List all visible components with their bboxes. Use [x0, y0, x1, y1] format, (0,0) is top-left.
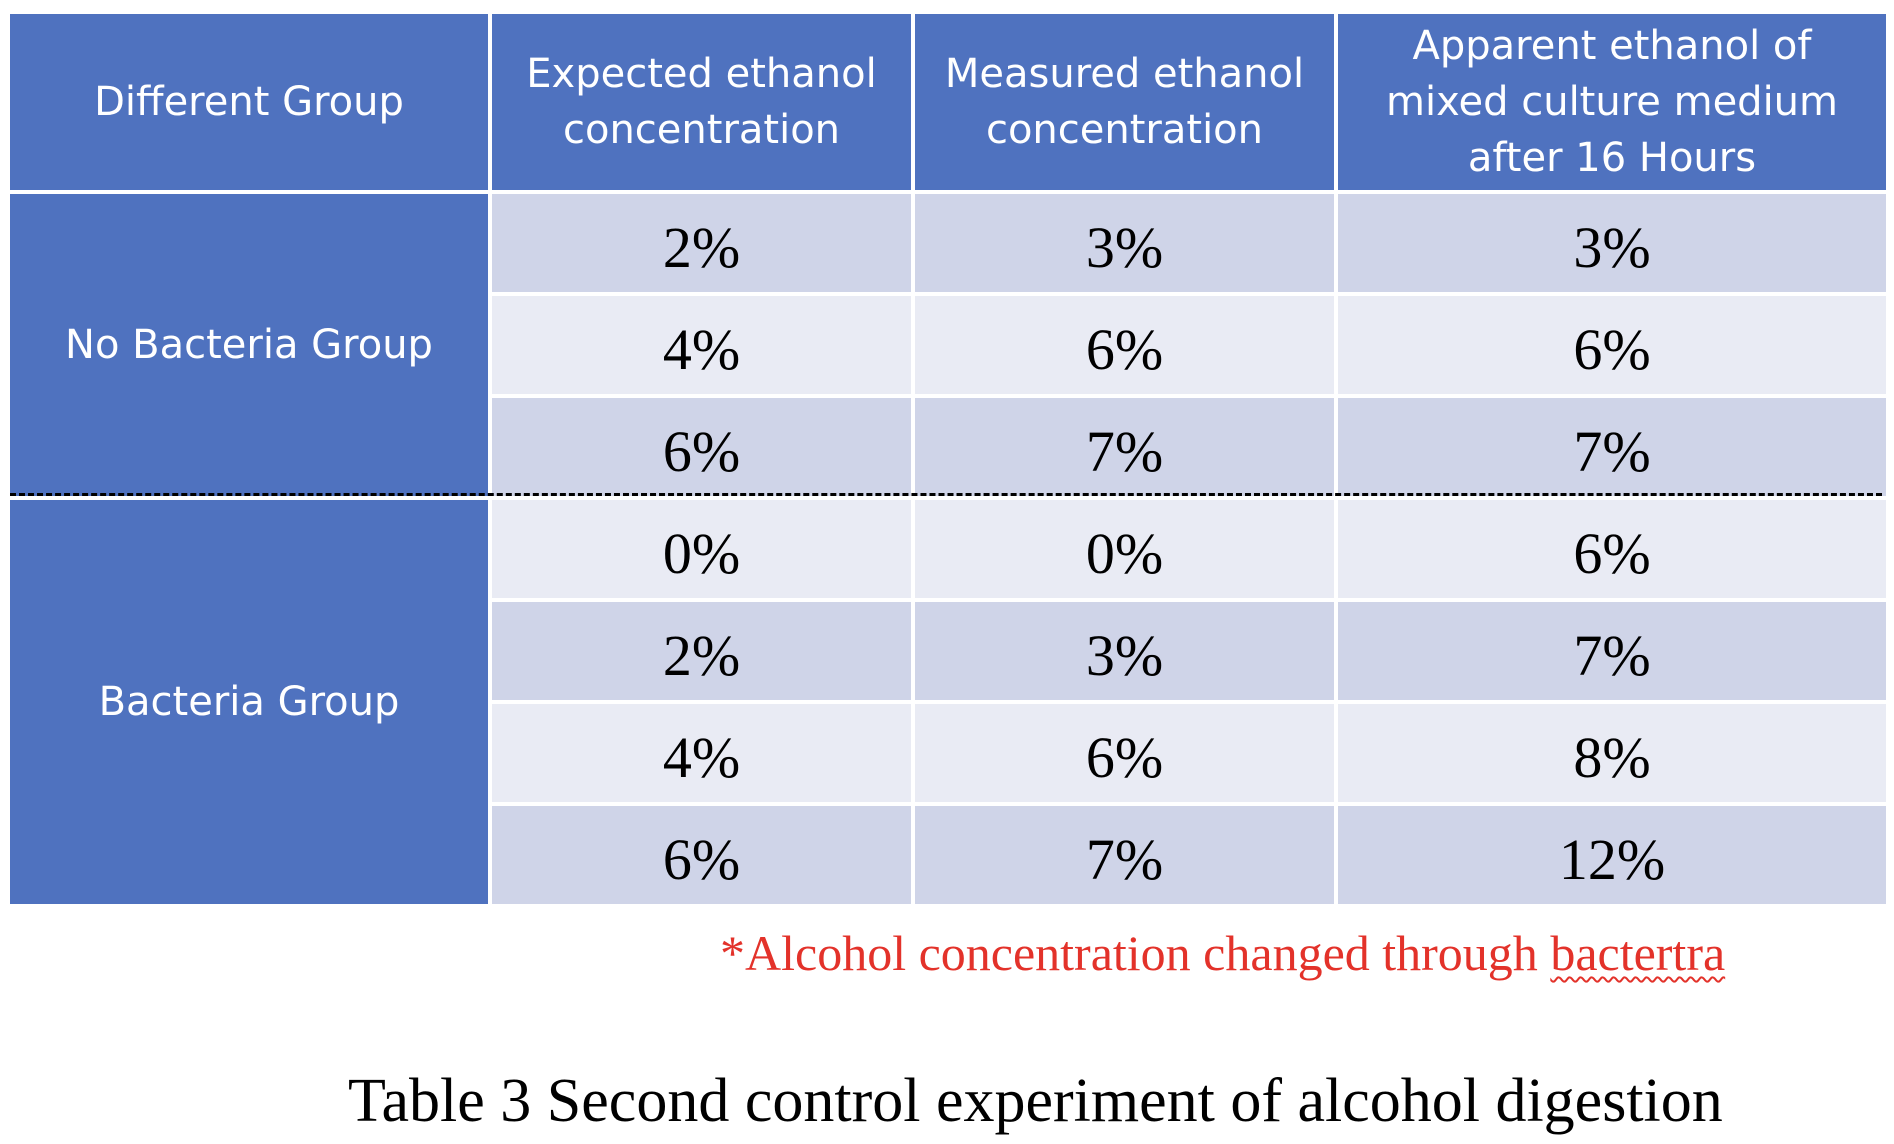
table-caption: Table 3 Second control experiment of alc…: [348, 1067, 1723, 1135]
header-apparent-ethanol: Apparent ethanol of mixed culture medium…: [1338, 14, 1886, 190]
table-cell: 6%: [915, 704, 1334, 802]
group-label-bacteria-text: Bacteria Group: [98, 679, 400, 725]
header-apparent-ethanol-text: Apparent ethanol of mixed culture medium…: [1385, 23, 1838, 181]
table-cell: 6%: [492, 806, 911, 904]
header-measured-ethanol: Measured ethanol concentration: [915, 14, 1334, 190]
table-cell: 6%: [492, 398, 911, 496]
table-cell: 3%: [1338, 194, 1886, 292]
table-cell: 0%: [492, 500, 911, 598]
table-cell: 3%: [915, 194, 1334, 292]
group-label-bacteria: Bacteria Group: [10, 500, 488, 904]
footnote-flagged-word: bactertra: [1550, 925, 1726, 981]
results-grid: Different Group Expected ethanol concent…: [10, 14, 1886, 904]
table-cell: 7%: [1338, 398, 1886, 496]
header-expected-ethanol-text: Expected ethanol concentration: [526, 51, 877, 153]
table-cell: 0%: [915, 500, 1334, 598]
table-cell: 4%: [492, 296, 911, 394]
table-cell: 3%: [915, 602, 1334, 700]
table-cell: 7%: [915, 806, 1334, 904]
header-measured-ethanol-text: Measured ethanol concentration: [944, 51, 1305, 153]
footnote: *Alcohol concentration changed through b…: [720, 924, 1725, 982]
header-different-group-text: Different Group: [94, 79, 404, 125]
table-cell: 4%: [492, 704, 911, 802]
table-cell: 7%: [1338, 602, 1886, 700]
table-cell: 8%: [1338, 704, 1886, 802]
table-cell: 7%: [915, 398, 1334, 496]
table-cell: 2%: [492, 602, 911, 700]
table-cell: 2%: [492, 194, 911, 292]
header-different-group: Different Group: [10, 14, 488, 190]
table-cell: 6%: [915, 296, 1334, 394]
group-label-no-bacteria-text: No Bacteria Group: [65, 322, 433, 368]
results-table: Different Group Expected ethanol concent…: [10, 14, 1886, 904]
table-cell: 6%: [1338, 500, 1886, 598]
group-divider-dashed: [10, 493, 1882, 496]
header-expected-ethanol: Expected ethanol concentration: [492, 14, 911, 190]
group-label-no-bacteria: No Bacteria Group: [10, 194, 488, 496]
footnote-text: *Alcohol concentration changed through: [720, 925, 1551, 981]
table-cell: 6%: [1338, 296, 1886, 394]
table-cell: 12%: [1338, 806, 1886, 904]
